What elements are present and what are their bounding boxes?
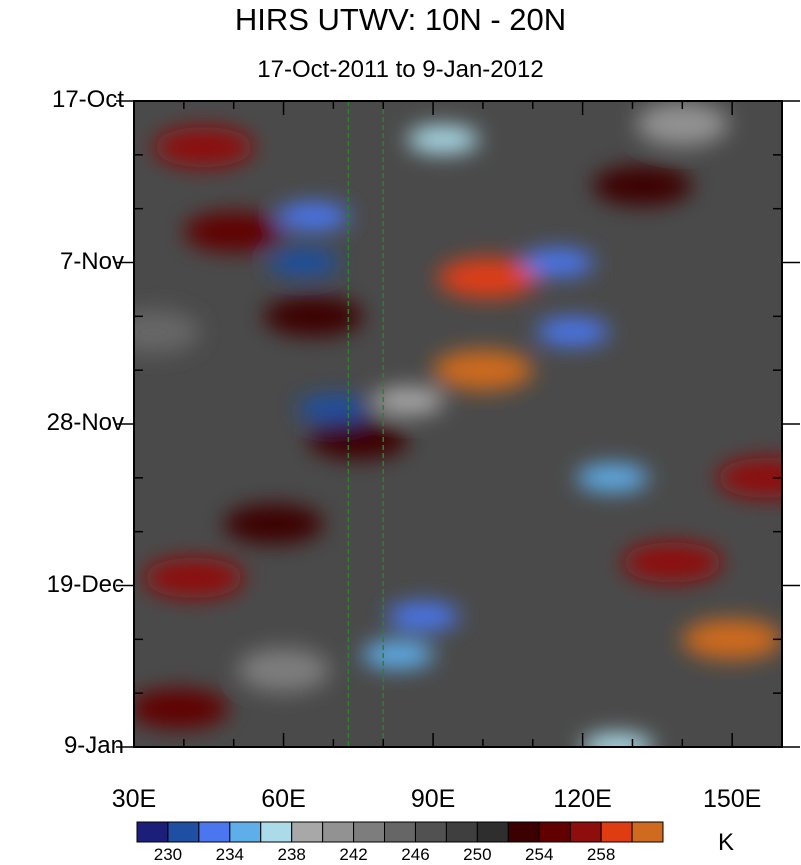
colorbar-label-5: 250 bbox=[463, 845, 492, 864]
colorbar-box-3 bbox=[229, 821, 262, 843]
heatmap-cell-25 bbox=[134, 309, 200, 354]
heatmap-cell-26 bbox=[237, 648, 330, 693]
colorbar-box-15 bbox=[600, 821, 633, 843]
x-tick-label-3: 120E bbox=[553, 785, 612, 813]
colorbar-box-12 bbox=[507, 821, 540, 843]
heatmap-cell-8 bbox=[622, 542, 723, 583]
y-tick-label-0: 17-Oct bbox=[51, 86, 124, 113]
heatmap-cell-1 bbox=[134, 688, 229, 729]
colorbar-label-3: 242 bbox=[339, 845, 368, 864]
colorbar-box-4 bbox=[260, 821, 293, 843]
colorbar-box-8 bbox=[384, 821, 416, 843]
x-tick-label-2: 90E bbox=[410, 785, 456, 813]
chart-title: HIRS UTWV: 10N - 20N bbox=[234, 2, 567, 37]
colorbar-box-9 bbox=[414, 821, 447, 843]
colorbar-label-1: 234 bbox=[215, 845, 244, 864]
heatmap-cell-10 bbox=[308, 419, 409, 460]
heatmap-cell-13 bbox=[277, 202, 350, 231]
x-tick-label-0: 30E bbox=[111, 785, 157, 813]
y-tick-label-1: 7-Nov bbox=[59, 247, 124, 275]
heatmap-cell-5 bbox=[432, 350, 533, 391]
colorbar-box-2 bbox=[198, 821, 231, 843]
x-tick-label-4: 150E bbox=[702, 785, 762, 813]
colorbar-label-6: 254 bbox=[525, 845, 554, 864]
heatmap-cell-4 bbox=[143, 557, 244, 598]
heatmap-cell-9 bbox=[592, 165, 693, 206]
heatmap-cell-18 bbox=[576, 463, 649, 492]
y-tick-label-4: 9-Jan bbox=[63, 732, 124, 759]
colorbar-label-7: 258 bbox=[586, 845, 616, 864]
heatmap-cell-21 bbox=[407, 125, 480, 154]
colorbar-box-11 bbox=[476, 821, 509, 843]
colorbar-box-1 bbox=[167, 821, 200, 843]
heatmap-cell-22 bbox=[372, 386, 445, 415]
heatmap-cell-23 bbox=[636, 102, 729, 147]
heatmap-cell-12 bbox=[717, 457, 782, 498]
colorbar-label-2: 238 bbox=[277, 845, 306, 864]
y-tick-label-2: 28-Nov bbox=[46, 409, 124, 436]
colorbar-box-10 bbox=[445, 821, 478, 843]
heatmap-cell-3 bbox=[183, 211, 284, 252]
heatmap-cell-2 bbox=[263, 296, 364, 337]
heatmap-cell-17 bbox=[536, 317, 609, 346]
plot-background bbox=[134, 101, 782, 747]
heatmap-cell-6 bbox=[437, 257, 538, 298]
heatmap-cell-24 bbox=[581, 733, 654, 747]
colorbar-box-13 bbox=[538, 821, 571, 843]
y-tick-label-3: 19-Dec bbox=[46, 570, 124, 598]
colorbar-box-0 bbox=[136, 821, 169, 843]
colorbar-box-6 bbox=[322, 821, 355, 843]
chart-subtitle: 17-Oct-2011 to 9-Jan-2012 bbox=[257, 56, 544, 83]
heatmap-cell-14 bbox=[267, 248, 340, 277]
heatmap-cell-20 bbox=[362, 640, 435, 669]
colorbar-box-14 bbox=[569, 821, 602, 843]
colorbar-unit: K bbox=[718, 829, 735, 856]
heatmap-cell-16 bbox=[521, 248, 594, 277]
colorbar-box-7 bbox=[353, 821, 386, 843]
colorbar-label-0: 230 bbox=[153, 845, 183, 864]
colorbar-box-5 bbox=[291, 821, 324, 843]
heatmap-cell-7 bbox=[682, 619, 782, 660]
colorbar-label-4: 246 bbox=[401, 845, 430, 864]
heatmap-cell-15 bbox=[297, 394, 370, 423]
heatmap-cell-0 bbox=[153, 127, 254, 168]
x-tick-label-1: 60E bbox=[261, 785, 306, 813]
heatmap-cell-19 bbox=[387, 602, 460, 631]
heatmap-cell-11 bbox=[223, 503, 324, 544]
colorbar-box-16 bbox=[631, 821, 664, 843]
